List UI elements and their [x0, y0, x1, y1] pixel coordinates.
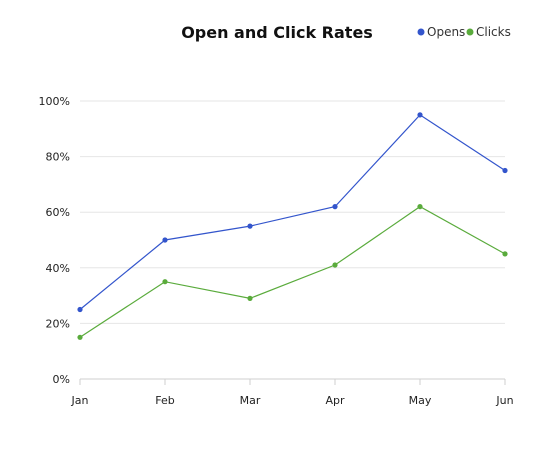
data-point-clicks[interactable] — [162, 279, 168, 285]
data-point-clicks[interactable] — [247, 295, 253, 301]
data-point-opens[interactable] — [417, 112, 423, 118]
legend-label-opens: Opens — [427, 25, 465, 39]
x-tick-label: May — [409, 394, 432, 407]
x-tick-label: Apr — [325, 394, 345, 407]
x-tick-label: Jan — [71, 394, 89, 407]
legend-marker-opens — [417, 28, 425, 36]
data-point-opens[interactable] — [502, 167, 508, 174]
y-axis-ticks: 0% 20% 40% 60% 80% 100% — [39, 95, 70, 386]
gridlines — [80, 100, 505, 324]
chart-title: Open and Click Rates — [181, 23, 373, 42]
data-point-clicks[interactable] — [332, 262, 338, 268]
data-point-clicks[interactable] — [502, 251, 508, 257]
y-tick-label: 100% — [39, 95, 70, 108]
legend-label-clicks: Clicks — [476, 25, 511, 39]
series-layer — [77, 112, 508, 340]
data-point-clicks[interactable] — [77, 334, 83, 340]
data-point-opens[interactable] — [332, 204, 338, 210]
legend: Opens Clicks — [417, 25, 511, 39]
series-line-opens — [79, 114, 506, 310]
y-tick-label: 0% — [53, 373, 70, 386]
data-point-opens[interactable] — [247, 223, 253, 229]
x-tick-label: Feb — [155, 394, 174, 407]
y-tick-label: 20% — [46, 317, 70, 330]
x-axis: Jan Feb Mar Apr May Jun — [71, 378, 514, 407]
data-point-opens[interactable] — [162, 237, 168, 243]
y-tick-label: 40% — [46, 262, 70, 275]
legend-marker-clicks — [466, 28, 474, 36]
data-point-opens[interactable] — [77, 306, 83, 313]
x-tick-label: Mar — [240, 394, 261, 407]
data-point-clicks[interactable] — [417, 204, 423, 210]
x-tick-label: Jun — [495, 394, 513, 407]
y-tick-label: 60% — [46, 206, 70, 219]
series-line-clicks — [79, 205, 506, 338]
y-tick-label: 80% — [46, 151, 70, 164]
